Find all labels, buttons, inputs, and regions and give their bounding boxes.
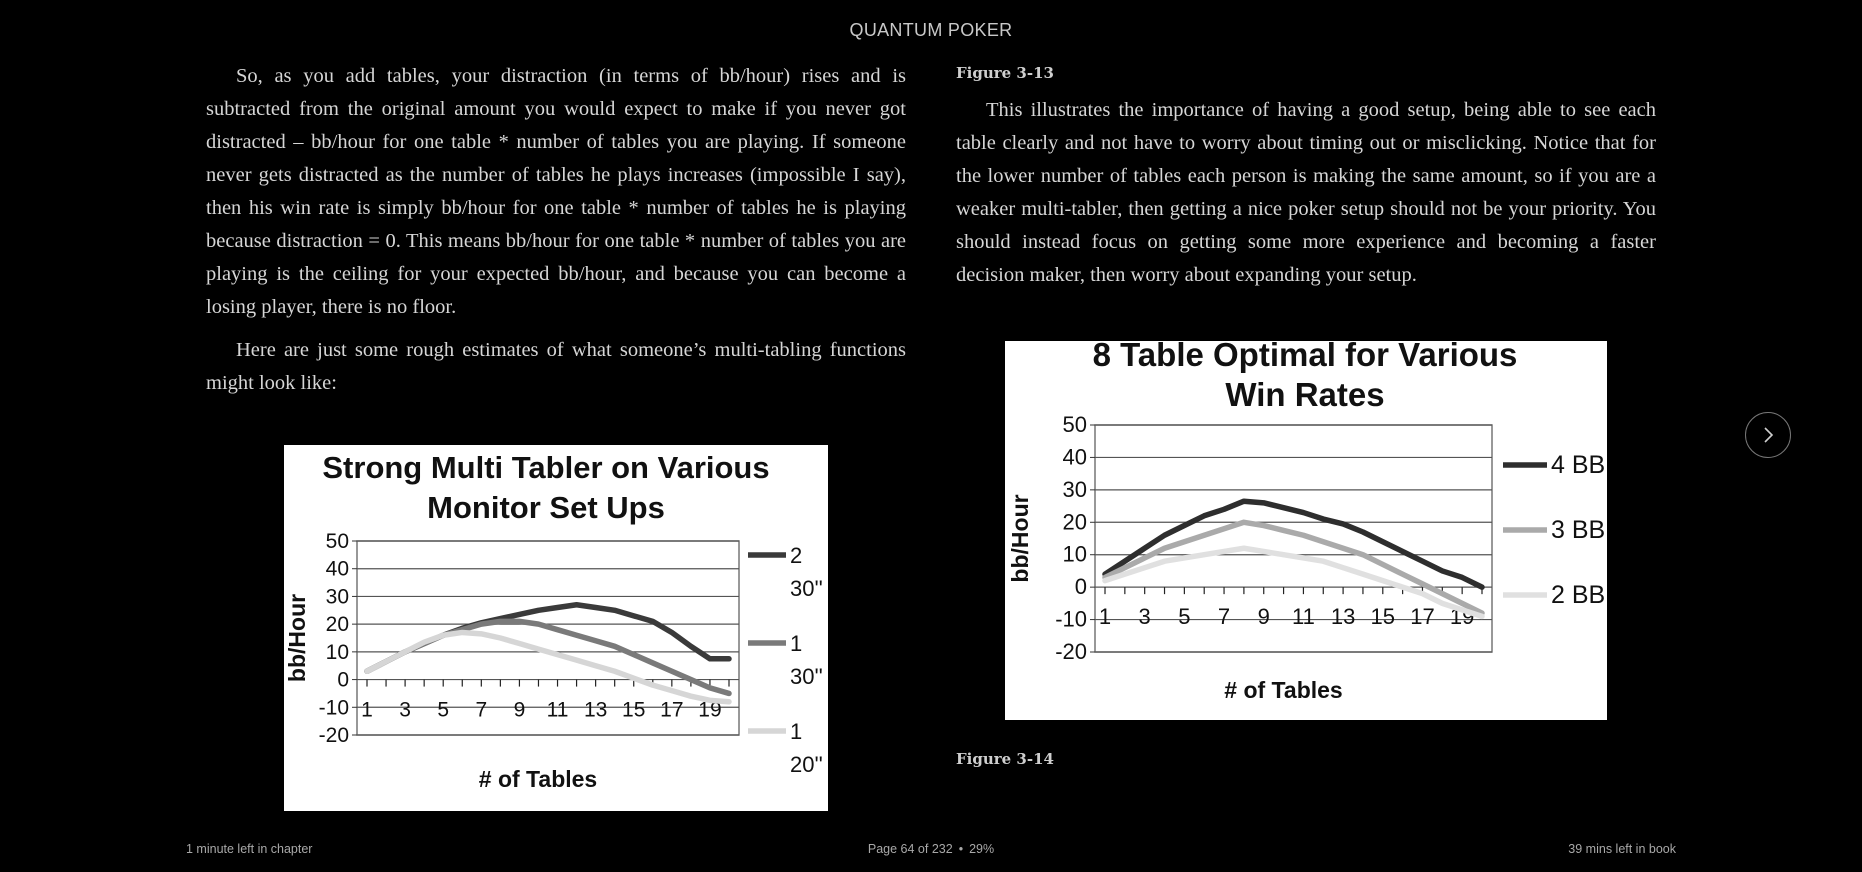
y-tick-label: 20 xyxy=(326,613,349,636)
chart-title: Strong Multi Tabler on Various xyxy=(322,450,769,485)
legend-label: 2 BB xyxy=(1551,581,1605,609)
x-tick-label: 13 xyxy=(1331,604,1355,629)
chart-svg: Strong Multi Tabler on Various Monitor Se… xyxy=(284,450,823,792)
chevron-right-icon xyxy=(1764,427,1774,443)
series-line xyxy=(1102,498,1485,590)
x-tick-label: 17 xyxy=(660,699,683,722)
paragraph: This illustrates the importance of havin… xyxy=(956,99,1656,286)
left-column: So, as you add tables, your distraction … xyxy=(206,60,906,410)
chart-title: Win Rates xyxy=(1225,376,1384,413)
book-time-left: 39 mins left in book xyxy=(1568,842,1676,856)
y-axis-label: bb/Hour xyxy=(1007,494,1033,582)
series-line xyxy=(364,601,732,675)
y-tick-label: 50 xyxy=(326,530,349,553)
series-line xyxy=(1102,519,1485,616)
x-axis-label: # of Tables xyxy=(479,766,597,792)
y-tick-label: 50 xyxy=(1063,412,1087,437)
x-tick-label: 7 xyxy=(475,699,487,722)
chart-title: Monitor Set Ups xyxy=(427,490,665,525)
series-line xyxy=(1102,545,1485,620)
y-tick-label: 0 xyxy=(337,669,349,692)
x-tick-label: 7 xyxy=(1218,604,1230,629)
paragraph: Here are just some rough estimates of wh… xyxy=(206,339,906,394)
x-tick-label: 9 xyxy=(514,699,526,722)
page-number: Page 64 of 232 xyxy=(867,842,953,856)
legend-label: 20'' xyxy=(790,752,823,777)
chart-figure-3-13: Strong Multi Tabler on Various Monitor Se… xyxy=(284,445,828,811)
y-tick-label: 0 xyxy=(1075,574,1087,599)
y-tick-label: 30 xyxy=(326,585,349,608)
x-tick-label: 11 xyxy=(1292,604,1315,629)
legend-label: 30'' xyxy=(790,664,823,689)
y-axis-label: bb/Hour xyxy=(284,594,310,682)
x-tick-label: 1 xyxy=(1099,604,1111,629)
chapter-time-left: 1 minute left in chapter xyxy=(186,842,313,856)
x-tick-label: 3 xyxy=(1139,604,1151,629)
x-tick-label: 3 xyxy=(399,699,411,722)
y-tick-label: -20 xyxy=(1055,639,1087,664)
y-tick-label: -20 xyxy=(319,724,349,747)
figure-caption: Figure 3-14 xyxy=(956,750,1054,768)
x-tick-label: 19 xyxy=(698,699,721,722)
legend-label: 4 BB xyxy=(1551,451,1605,479)
legend-label: 1 xyxy=(790,631,802,656)
right-column: Figure 3-13 This illustrates the importa… xyxy=(956,60,1656,302)
chart-figure-3-14: 8 Table Optimal for Various Win Rates 50 40… xyxy=(1005,341,1607,720)
chart-title: 8 Table Optimal for Various xyxy=(1093,341,1518,373)
y-tick-label: 30 xyxy=(1063,477,1087,502)
legend-label: 3 BB xyxy=(1551,516,1605,544)
progress-percent: 29% xyxy=(969,842,995,856)
series-line xyxy=(364,629,732,705)
x-tick-label: 5 xyxy=(437,699,449,722)
y-tick-label: 20 xyxy=(1063,509,1087,534)
next-page-button[interactable] xyxy=(1745,412,1791,458)
x-tick-label: 1 xyxy=(361,699,373,722)
page-indicator: Page 64 of 232 • 29% xyxy=(0,842,1862,856)
y-tick-label: 10 xyxy=(1063,542,1087,567)
separator-dot: • xyxy=(958,842,964,856)
figure-caption: Figure 3-13 xyxy=(956,64,1054,82)
x-tick-label: 15 xyxy=(1371,604,1395,629)
x-tick-label: 13 xyxy=(584,699,607,722)
x-tick-label: 15 xyxy=(622,699,645,722)
x-axis-label: # of Tables xyxy=(1224,677,1342,703)
book-title: QUANTUM POKER xyxy=(849,20,1013,40)
x-tick-label: 9 xyxy=(1258,604,1270,629)
y-tick-label: 40 xyxy=(326,558,349,581)
x-tick-label: 17 xyxy=(1410,604,1434,629)
y-tick-label: 10 xyxy=(326,641,349,664)
x-tick-label: 5 xyxy=(1178,604,1190,629)
legend-label: 1 xyxy=(790,719,802,744)
legend-label: 30'' xyxy=(790,576,823,601)
paragraph: So, as you add tables, your distraction … xyxy=(206,65,906,318)
legend-label: 2 xyxy=(790,543,802,568)
y-tick-label: -10 xyxy=(1055,607,1087,632)
y-tick-label: -10 xyxy=(319,696,349,719)
y-tick-label: 40 xyxy=(1063,444,1087,469)
x-tick-label: 11 xyxy=(547,699,569,722)
